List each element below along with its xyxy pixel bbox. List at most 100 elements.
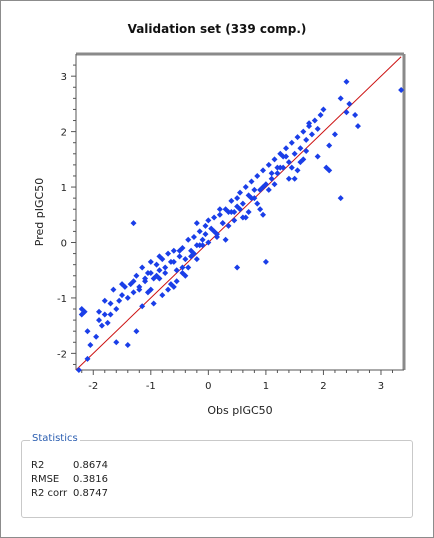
data-point bbox=[300, 128, 307, 135]
stat-row-r2: R2 0.8674 bbox=[31, 460, 108, 474]
data-point bbox=[216, 206, 223, 213]
data-point bbox=[234, 195, 241, 202]
data-point bbox=[285, 175, 292, 182]
data-point bbox=[254, 200, 261, 207]
data-point bbox=[96, 308, 103, 315]
data-point bbox=[176, 253, 183, 260]
data-point bbox=[162, 269, 169, 276]
data-point bbox=[133, 328, 140, 335]
stat-label: R2 bbox=[31, 460, 45, 471]
data-point bbox=[311, 117, 318, 124]
data-point bbox=[119, 292, 126, 299]
data-point bbox=[268, 170, 275, 177]
data-point bbox=[205, 217, 212, 224]
data-point bbox=[101, 297, 108, 304]
data-point bbox=[228, 197, 235, 204]
data-point bbox=[124, 294, 131, 301]
data-point bbox=[268, 175, 275, 182]
data-point bbox=[283, 153, 290, 160]
data-point bbox=[185, 236, 192, 243]
data-point bbox=[185, 264, 192, 271]
data-point bbox=[196, 228, 203, 235]
data-point bbox=[288, 164, 295, 171]
data-point bbox=[188, 253, 195, 260]
data-point bbox=[254, 172, 261, 179]
data-point bbox=[156, 253, 163, 260]
data-point bbox=[159, 292, 166, 299]
data-point bbox=[291, 175, 298, 182]
fit-line bbox=[75, 56, 402, 371]
data-point bbox=[222, 236, 229, 243]
data-point bbox=[193, 256, 200, 263]
data-point bbox=[242, 184, 249, 191]
data-point bbox=[165, 250, 172, 257]
data-point bbox=[107, 300, 114, 307]
data-point bbox=[119, 281, 126, 288]
data-point bbox=[176, 247, 183, 254]
data-point bbox=[211, 214, 218, 221]
data-point bbox=[78, 311, 85, 318]
data-point bbox=[113, 306, 120, 313]
data-point bbox=[257, 206, 264, 213]
data-points bbox=[75, 78, 405, 373]
stat-row-rmse: RMSE 0.3816 bbox=[31, 474, 108, 488]
data-point bbox=[242, 214, 249, 221]
stat-value: 0.8747 bbox=[73, 488, 108, 499]
data-point bbox=[354, 123, 361, 130]
data-point bbox=[170, 258, 177, 265]
data-point bbox=[130, 220, 137, 227]
data-point bbox=[205, 239, 212, 246]
data-point bbox=[199, 236, 206, 243]
data-point bbox=[323, 164, 330, 171]
data-point bbox=[87, 342, 94, 349]
data-point bbox=[156, 267, 163, 274]
chart-title: Validation set (339 comp.) bbox=[127, 22, 307, 36]
stat-value: 0.8674 bbox=[73, 460, 108, 471]
data-point bbox=[314, 125, 321, 132]
x-tick-label: -1 bbox=[146, 381, 156, 392]
data-point bbox=[136, 286, 143, 293]
data-point bbox=[251, 186, 258, 193]
data-point bbox=[260, 211, 267, 218]
statistics-table: R2 0.8674 RMSE 0.3816 R2 corr 0.8747 bbox=[31, 460, 108, 502]
data-point bbox=[231, 217, 238, 224]
data-point bbox=[265, 161, 272, 168]
data-point bbox=[211, 228, 218, 235]
data-point bbox=[113, 339, 120, 346]
data-point bbox=[285, 159, 292, 166]
data-point bbox=[124, 342, 131, 349]
x-tick-label: 1 bbox=[263, 381, 269, 392]
fit-line-layer bbox=[75, 56, 402, 371]
data-point bbox=[139, 264, 146, 271]
data-point bbox=[139, 303, 146, 310]
data-point bbox=[320, 106, 327, 113]
x-tick-label: 3 bbox=[378, 381, 384, 392]
data-point bbox=[150, 300, 157, 307]
data-point bbox=[234, 264, 241, 271]
data-point bbox=[101, 311, 108, 318]
data-point bbox=[314, 153, 321, 160]
data-point bbox=[248, 195, 255, 202]
data-point bbox=[297, 145, 304, 152]
data-point bbox=[142, 275, 149, 282]
data-point bbox=[288, 139, 295, 146]
data-point bbox=[167, 281, 174, 288]
data-point bbox=[107, 311, 114, 318]
data-point bbox=[156, 275, 163, 282]
stat-row-r2-corr: R2 corr 0.8747 bbox=[31, 488, 108, 502]
data-point bbox=[130, 278, 137, 285]
data-point bbox=[303, 136, 310, 143]
data-point bbox=[202, 231, 209, 238]
data-point bbox=[116, 297, 123, 304]
data-point bbox=[326, 142, 333, 149]
data-point bbox=[170, 247, 177, 254]
data-point bbox=[193, 220, 200, 227]
data-point bbox=[260, 167, 267, 174]
data-point bbox=[173, 278, 180, 285]
data-point bbox=[398, 87, 405, 94]
x-tick-label: 2 bbox=[320, 381, 326, 392]
data-point bbox=[153, 261, 160, 268]
data-point bbox=[237, 189, 243, 196]
data-point bbox=[277, 164, 284, 171]
scatter-plot: -2 -1 0 1 2 3 -2 -1 0 1 2 3 Obs pIGC50 Pred pIGC50 bbox=[33, 52, 406, 417]
